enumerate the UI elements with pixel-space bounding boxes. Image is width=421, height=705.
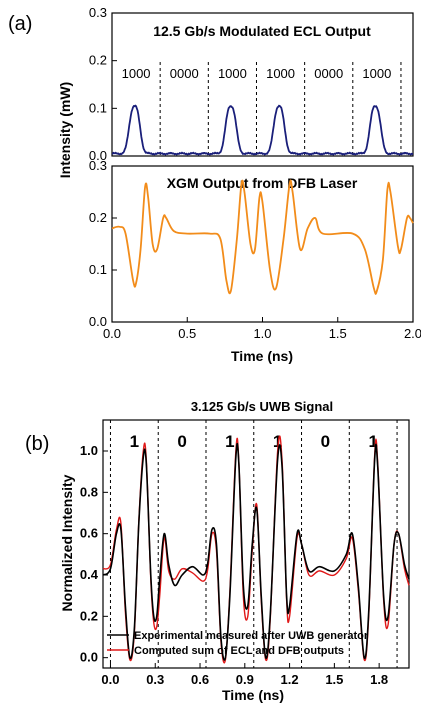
bit-label: 1000 xyxy=(122,66,151,81)
computed-series-line xyxy=(102,435,410,664)
bit-label: 0000 xyxy=(314,66,343,81)
a-top-y-tick-label: 0.1 xyxy=(89,100,107,115)
uwb-signal-panel: 0.0 0.2 0.4 0.6 0.8 1.0 0.0 0.3 0.6 0.9 1.2 1.5 1.8 1… xyxy=(80,419,410,687)
a-bot-y-tick-label: 0.3 xyxy=(89,158,107,173)
a-top-y-tick-label: 0.2 xyxy=(89,53,107,68)
panel-b-ylabel: Normalized Intensity xyxy=(59,474,75,611)
b-axes-frame xyxy=(102,419,410,669)
a-bot-y-tick-label: 0.1 xyxy=(89,262,107,277)
panel-b-label: (b) xyxy=(25,433,49,455)
a-bot-x-tick-label: 0.0 xyxy=(103,326,121,341)
panel-b-xlabel: Time (ns) xyxy=(222,687,284,703)
panel-a-ylabel: Intensity (mW) xyxy=(57,82,73,178)
b-x-tick-label: 0.6 xyxy=(191,672,209,687)
ecl-output-panel: 0.0 0.1 0.2 0.3 12.5 Gb/s Modulated ECL Outp… xyxy=(89,5,414,163)
a-bot-x-tick-label: 0.5 xyxy=(178,326,196,341)
panel-b-title: 3.125 Gb/s UWB Signal xyxy=(191,399,333,414)
panel-a-xlabel: Time (ns) xyxy=(231,348,293,364)
b-x-tick-label: 1.8 xyxy=(370,672,388,687)
ecl-series-line xyxy=(111,104,414,156)
b-x-tick-label: 0.0 xyxy=(101,672,119,687)
panel-a-label: (a) xyxy=(8,13,32,35)
b-y-tick-label: 0.0 xyxy=(80,650,98,665)
bit-label: 1 xyxy=(225,432,234,451)
b-x-tick-label: 0.3 xyxy=(146,672,164,687)
experimental-series-line xyxy=(102,443,410,661)
b-x-tick-label: 1.2 xyxy=(281,672,299,687)
a-top-y-tick-label: 0.3 xyxy=(89,5,107,20)
b-x-tick-label: 1.5 xyxy=(325,672,343,687)
bit-label: 1000 xyxy=(362,66,391,81)
bit-label: 1 xyxy=(130,432,139,451)
a-top-y-tick-label: 0.0 xyxy=(89,148,107,163)
b-y-tick-label: 0.2 xyxy=(80,608,98,623)
bit-label: 1000 xyxy=(266,66,295,81)
a-bot-x-tick-label: 2.0 xyxy=(404,326,421,341)
b-y-tick-label: 0.8 xyxy=(80,484,98,499)
a-bot-y-tick-label: 0.2 xyxy=(89,210,107,225)
bit-label: 0000 xyxy=(170,66,199,81)
xgm-series-line xyxy=(111,179,414,295)
bit-label: 0 xyxy=(321,432,330,451)
a-bot-y-tick-label: 0.0 xyxy=(89,314,107,329)
bit-label: 1 xyxy=(273,432,282,451)
b-y-tick-label: 0.4 xyxy=(80,567,99,582)
a-top-axes-frame xyxy=(111,12,414,157)
b-y-tick-label: 1.0 xyxy=(80,443,98,458)
b-x-tick-label: 0.9 xyxy=(236,672,254,687)
xgm-title: XGM Output from DFB Laser xyxy=(167,175,358,191)
a-bot-x-tick-label: 1.0 xyxy=(253,326,271,341)
a-bot-x-tick-label: 1.5 xyxy=(329,326,347,341)
legend-label: Computed sum of ECL and DFB outputs xyxy=(134,645,344,657)
bit-label: 1000 xyxy=(218,66,247,81)
xgm-output-panel: 0.0 0.1 0.2 0.3 0.0 0.5 1.0 1.5 2.0 XGM Output fr… xyxy=(89,158,421,341)
bit-label: 1 xyxy=(368,432,377,451)
bit-label: 0 xyxy=(177,432,186,451)
ecl-title: 12.5 Gb/s Modulated ECL Output xyxy=(153,23,371,39)
b-y-tick-label: 0.6 xyxy=(80,526,98,541)
legend-label: Experimental measured after UWB generato… xyxy=(134,630,369,642)
